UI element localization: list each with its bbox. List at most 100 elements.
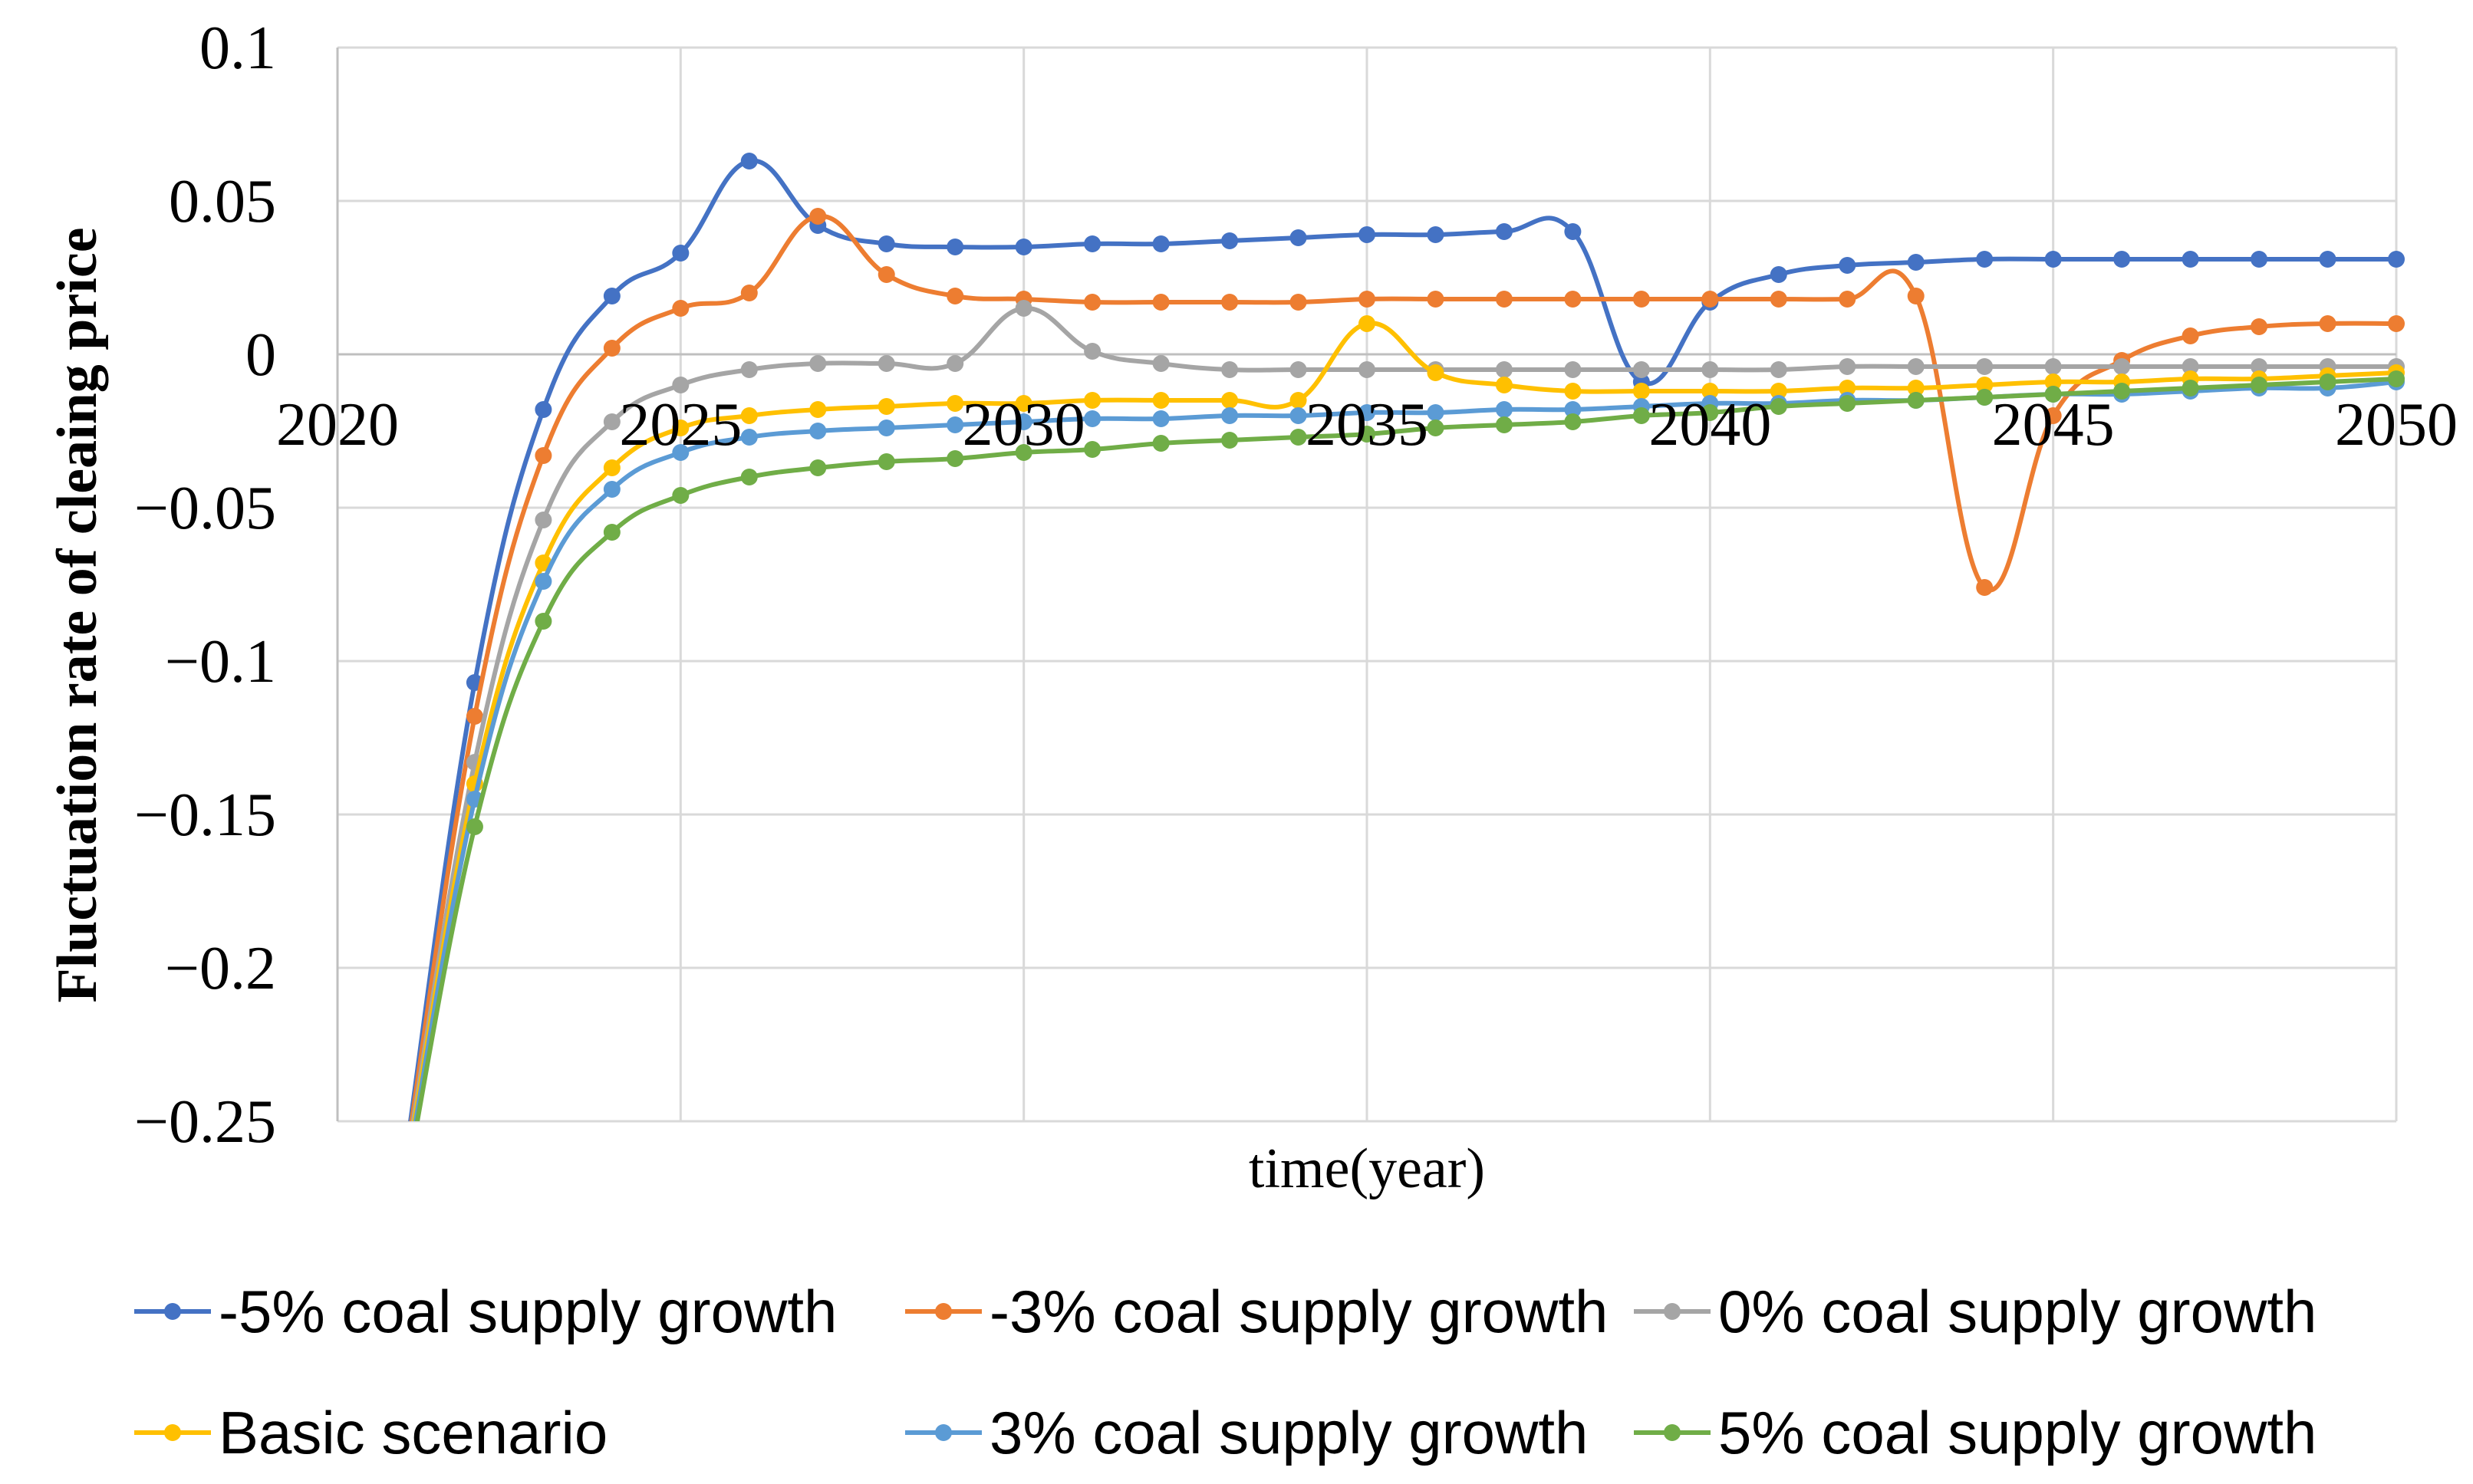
data-point	[1564, 401, 1582, 418]
data-point	[1152, 294, 1170, 311]
data-point	[1427, 291, 1444, 308]
x-axis-title: time(year)	[1249, 1137, 1485, 1200]
data-point	[1358, 426, 1375, 443]
y-tick-label: −0.25	[134, 1088, 276, 1156]
data-point	[603, 288, 621, 304]
data-point	[1084, 441, 1101, 458]
data-point	[740, 429, 758, 446]
legend-swatch-marker	[935, 1303, 952, 1320]
data-point	[2319, 373, 2336, 390]
x-tick-label: 2025	[619, 391, 742, 459]
data-point	[1427, 420, 1444, 436]
data-point	[672, 245, 690, 262]
data-point	[2319, 315, 2336, 332]
data-point	[1358, 226, 1375, 243]
data-point	[878, 420, 895, 436]
data-point	[2319, 251, 2336, 268]
data-point	[1495, 291, 1513, 308]
data-point	[2182, 358, 2199, 375]
data-point	[1358, 361, 1375, 378]
x-tick-label: 2040	[1648, 391, 1771, 459]
y-tick-label: 0.1	[199, 15, 276, 82]
data-point	[535, 512, 552, 528]
legend-label: -3% coal supply growth	[990, 1278, 1608, 1345]
data-point	[1770, 383, 1787, 400]
legend-item: -5% coal supply growth	[134, 1278, 837, 1345]
data-point	[878, 453, 895, 470]
data-point	[947, 416, 964, 433]
data-point	[1221, 407, 1239, 424]
data-point	[809, 423, 827, 439]
data-point	[1152, 235, 1170, 252]
data-point	[535, 447, 552, 464]
data-point	[1770, 266, 1787, 283]
data-point	[1976, 251, 1994, 268]
data-point	[2044, 386, 2062, 403]
x-tick-label: 2045	[1992, 391, 2115, 459]
data-point	[1495, 223, 1513, 240]
data-point	[1495, 377, 1513, 393]
data-point	[740, 153, 758, 169]
data-point	[1907, 288, 1925, 304]
data-point	[535, 401, 552, 418]
x-tick-label: 2050	[2335, 391, 2458, 459]
data-point	[1701, 361, 1719, 378]
legend-swatch-marker	[164, 1424, 181, 1441]
data-point	[1289, 361, 1307, 378]
data-point	[1289, 429, 1307, 446]
legend-swatch-marker	[935, 1424, 952, 1441]
data-point	[1564, 291, 1582, 308]
data-point	[2388, 315, 2405, 332]
data-point	[2044, 407, 2062, 424]
y-tick-labels: 0.1 0.05 0 −0.05 −0.1 −0.15 −0.2 −0.25	[134, 15, 276, 1156]
x-tick-label: 2035	[1306, 391, 1428, 459]
data-point	[2044, 251, 2062, 268]
data-point	[1770, 398, 1787, 415]
data-point	[1221, 294, 1239, 311]
legend-item: 0% coal supply growth	[1634, 1278, 2317, 1345]
data-point	[1770, 361, 1787, 378]
data-point	[2182, 251, 2199, 268]
data-point	[603, 524, 621, 541]
legend-label: 3% coal supply growth	[990, 1399, 1588, 1466]
data-point	[672, 444, 690, 461]
data-point	[1084, 343, 1101, 360]
data-point	[2251, 251, 2268, 268]
data-point	[809, 459, 827, 476]
y-tick-label: −0.1	[165, 628, 276, 696]
series-1	[409, 208, 2405, 1121]
data-point	[1358, 315, 1375, 332]
y-tick-label: −0.2	[165, 935, 276, 1002]
data-point	[878, 398, 895, 415]
data-point	[1289, 407, 1307, 424]
x-tick-label: 2020	[276, 391, 399, 459]
data-point	[1564, 383, 1582, 400]
data-point	[1084, 294, 1101, 311]
legend-swatch-marker	[1664, 1303, 1681, 1320]
legend-item: 3% coal supply growth	[905, 1399, 1588, 1466]
data-point	[603, 459, 621, 476]
data-point	[1015, 239, 1032, 255]
data-point	[1839, 395, 1856, 412]
data-point	[947, 395, 964, 412]
data-point	[1701, 383, 1719, 400]
data-point	[603, 340, 621, 357]
data-point	[1427, 404, 1444, 421]
series-lines	[408, 153, 2405, 1121]
data-point	[1084, 235, 1101, 252]
y-tick-label: 0	[245, 321, 276, 389]
data-point	[740, 469, 758, 485]
data-point	[1564, 413, 1582, 430]
legend-label: -5% coal supply growth	[219, 1278, 837, 1345]
data-point	[1358, 404, 1375, 421]
series-3	[412, 315, 2405, 1121]
data-point	[1015, 444, 1032, 461]
x-tick-labels: 2020 2025 2030 2035 2040 2045 2050	[276, 391, 2458, 459]
data-point	[535, 573, 552, 590]
data-point	[1564, 361, 1582, 378]
data-point	[1084, 392, 1101, 409]
data-point	[1907, 358, 1925, 375]
data-point	[878, 355, 895, 372]
data-point	[672, 377, 690, 393]
